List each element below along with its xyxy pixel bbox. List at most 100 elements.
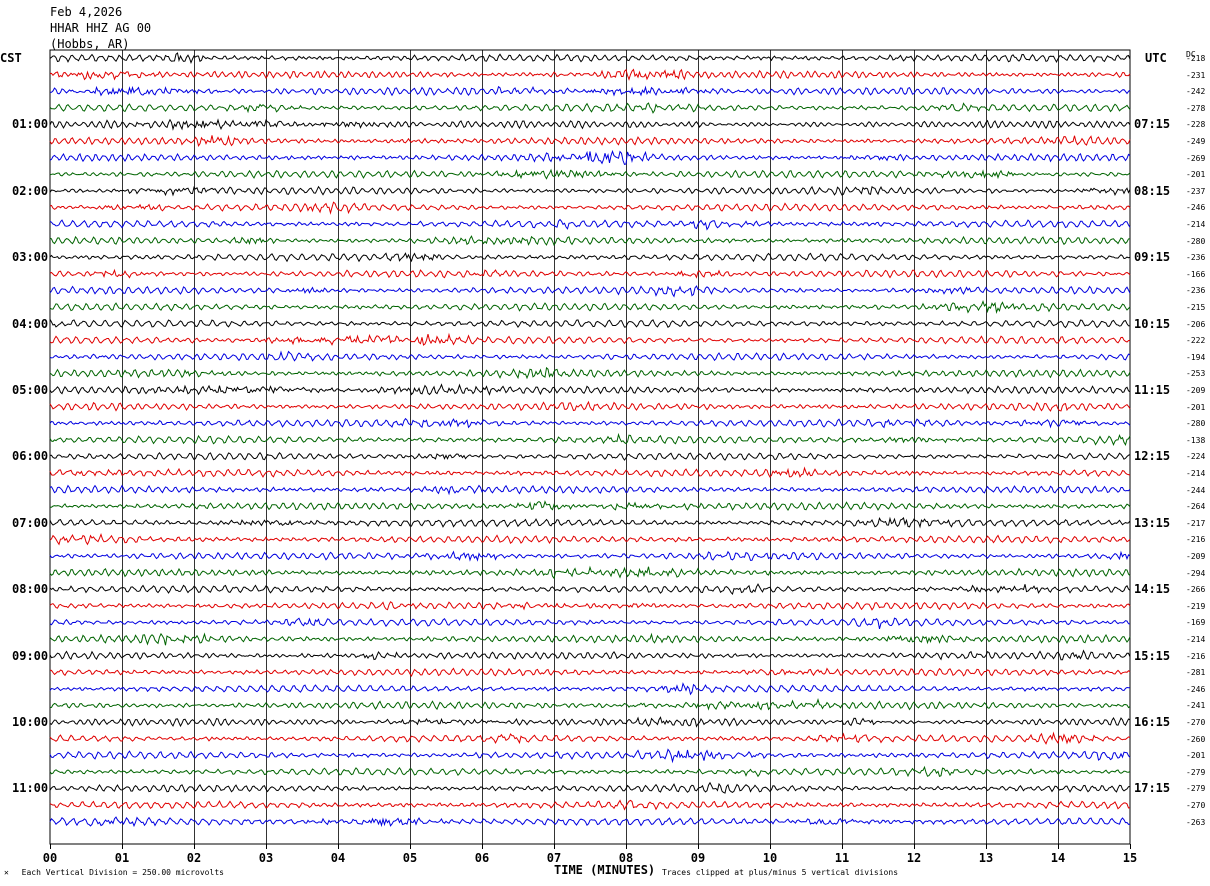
x-tick-label: 14 bbox=[1050, 851, 1066, 865]
x-axis-title: TIME (MINUTES) bbox=[554, 863, 656, 877]
cst-hour-label: 08:00 bbox=[12, 582, 49, 597]
dc-offset-label: -270 bbox=[1186, 801, 1206, 810]
dc-offset-label: -253 bbox=[1186, 369, 1206, 379]
x-tick-label: 03 bbox=[258, 851, 274, 865]
dc-offset-label: -218 bbox=[1186, 54, 1206, 63]
seismic-trace bbox=[49, 218, 1131, 231]
seismic-trace bbox=[49, 731, 1131, 745]
seismic-trace bbox=[49, 332, 1131, 346]
seismic-trace bbox=[49, 617, 1131, 630]
dc-offset-label: -236 bbox=[1186, 286, 1206, 296]
dc-offset-label: -217 bbox=[1186, 518, 1206, 528]
seismic-trace bbox=[49, 716, 1131, 728]
cst-hour-label: 07:00 bbox=[12, 515, 49, 530]
cst-hour-label: 04:00 bbox=[12, 316, 49, 331]
dc-offset-label: -242 bbox=[1186, 87, 1206, 97]
dc-offset-label: -260 bbox=[1186, 734, 1206, 744]
seismic-trace bbox=[49, 466, 1131, 478]
x-tick-label: 08 bbox=[618, 851, 634, 865]
x-tick-label: 05 bbox=[402, 851, 418, 865]
utc-hour-label: 10:15 bbox=[1134, 316, 1171, 331]
seismic-trace bbox=[49, 781, 1131, 794]
plot-frame bbox=[49, 49, 1131, 845]
dc-column-title: DC bbox=[1186, 50, 1196, 59]
utc-hour-label: 14:15 bbox=[1134, 582, 1171, 597]
dc-offset-label: -169 bbox=[1186, 618, 1206, 628]
dc-offset-label: -222 bbox=[1186, 336, 1206, 346]
x-tick-label: 04 bbox=[330, 851, 346, 865]
utc-hour-label: 15:15 bbox=[1134, 648, 1171, 663]
cst-hour-label: 10:00 bbox=[12, 715, 49, 729]
utc-hour-label: 07:15 bbox=[1134, 117, 1171, 132]
seismic-trace bbox=[49, 68, 1131, 81]
seismic-trace bbox=[49, 319, 1131, 329]
dc-offset-label: -269 bbox=[1186, 153, 1206, 163]
x-tick-label: 07 bbox=[546, 851, 562, 865]
dc-offset-label: -246 bbox=[1186, 203, 1206, 213]
x-tick-label: 00 bbox=[42, 851, 58, 865]
seismic-trace bbox=[49, 235, 1131, 246]
cst-hour-label: 05:00 bbox=[12, 383, 49, 397]
dc-offset-label: -201 bbox=[1186, 751, 1206, 761]
scale-note: ✕ Each Vertical Division = 250.00 microv… bbox=[4, 868, 224, 877]
dc-offset-label: -216 bbox=[1186, 651, 1206, 661]
seismic-trace bbox=[49, 102, 1131, 114]
dc-offset-label: -241 bbox=[1186, 701, 1206, 711]
x-tick-label: 11 bbox=[834, 851, 850, 865]
dc-offset-label: -214 bbox=[1186, 469, 1206, 478]
dc-offset-label: -201 bbox=[1186, 170, 1206, 180]
dc-offset-label: -214 bbox=[1186, 220, 1206, 229]
dc-offset-label: -270 bbox=[1186, 718, 1206, 727]
seismic-trace bbox=[49, 400, 1131, 412]
seismic-trace bbox=[49, 601, 1131, 611]
dc-offset-label: -224 bbox=[1186, 452, 1206, 462]
seismic-trace bbox=[49, 201, 1131, 215]
seismic-trace bbox=[49, 583, 1131, 595]
x-tick-label: 13 bbox=[978, 851, 994, 865]
cst-hour-label: 09:00 bbox=[12, 648, 49, 663]
seismic-trace bbox=[49, 118, 1131, 131]
seismic-trace bbox=[49, 268, 1131, 279]
clip-note: Traces clipped at plus/minus 5 vertical … bbox=[662, 868, 899, 877]
utc-axis-title: UTC bbox=[1145, 51, 1167, 65]
dc-offset-label: -209 bbox=[1186, 552, 1206, 561]
seismic-trace bbox=[49, 682, 1130, 696]
seismic-trace bbox=[49, 52, 1131, 65]
seismic-trace bbox=[49, 168, 1131, 180]
seismic-trace bbox=[50, 500, 1131, 512]
dc-offset-label: -246 bbox=[1186, 684, 1206, 694]
utc-hour-label: 09:15 bbox=[1134, 250, 1171, 265]
station-location: (Hobbs, AR) bbox=[50, 37, 130, 51]
utc-hour-label: 08:15 bbox=[1134, 183, 1171, 198]
x-tick-label: 06 bbox=[474, 851, 490, 865]
plot-date: Feb 4,2026 bbox=[50, 5, 123, 19]
dc-offset-label: -280 bbox=[1186, 236, 1206, 246]
x-tick-label: 15 bbox=[1122, 851, 1138, 865]
seismic-trace bbox=[49, 632, 1131, 646]
seismic-trace bbox=[49, 516, 1131, 529]
seismic-trace bbox=[49, 300, 1131, 315]
scale-note-mark: ✕ bbox=[4, 868, 9, 877]
seismic-trace bbox=[49, 252, 1131, 263]
x-tick-label: 02 bbox=[186, 851, 202, 865]
dc-offset-label: -219 bbox=[1186, 601, 1206, 611]
dc-offset-label: -201 bbox=[1186, 402, 1206, 412]
seismic-trace bbox=[49, 417, 1131, 429]
seismic-trace bbox=[49, 350, 1131, 362]
dc-offset-label: -266 bbox=[1186, 585, 1206, 595]
dc-offset-label: -249 bbox=[1186, 137, 1206, 146]
dc-offset-label: -228 bbox=[1186, 120, 1206, 130]
seismic-trace bbox=[49, 565, 1131, 580]
dc-offset-label: -231 bbox=[1186, 70, 1206, 80]
dc-offset-label: -279 bbox=[1186, 767, 1206, 777]
dc-offset-label: -209 bbox=[1186, 386, 1206, 395]
utc-hour-label: 12:15 bbox=[1134, 449, 1171, 464]
seismic-trace bbox=[49, 185, 1131, 197]
dc-offset-label: -237 bbox=[1186, 186, 1206, 196]
seismic-trace bbox=[49, 366, 1131, 380]
dc-offset-label: -236 bbox=[1186, 253, 1206, 263]
dc-offset-label: -138 bbox=[1186, 435, 1206, 445]
x-tick-label: 10 bbox=[762, 851, 778, 865]
x-tick-label: 01 bbox=[114, 851, 130, 865]
